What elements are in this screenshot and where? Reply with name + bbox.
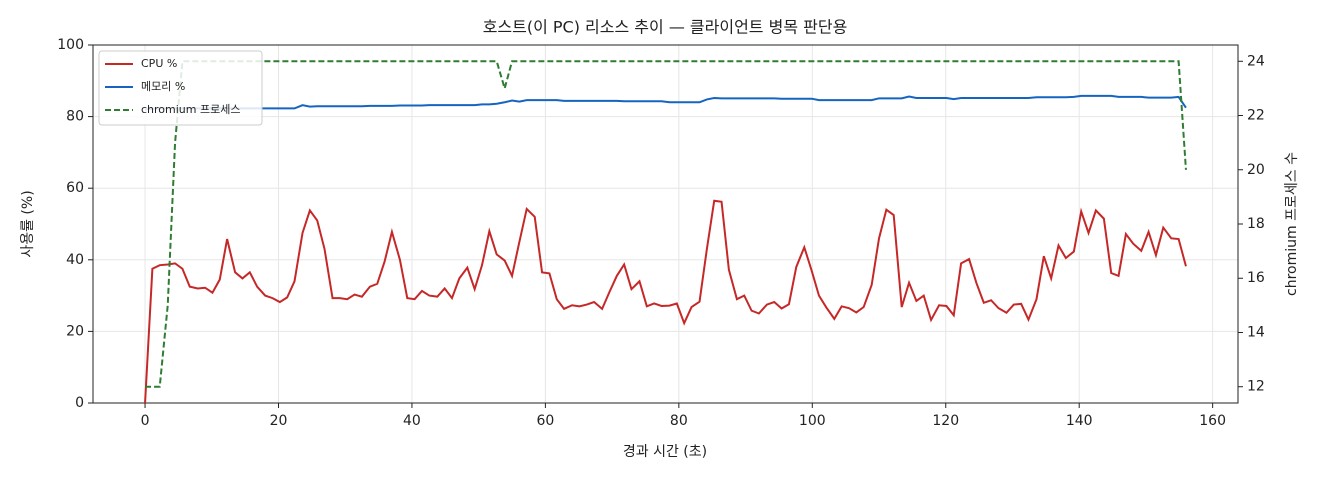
x-tick-label: 40: [403, 413, 421, 429]
data-line: [144, 94, 1187, 111]
y2-tick-label: 14: [1247, 324, 1265, 340]
y-tick-label: 60: [66, 180, 84, 196]
x-tick-label: 60: [536, 413, 554, 429]
y-tick-label: 40: [66, 252, 84, 268]
x-tick-label: 100: [799, 413, 826, 429]
y-tick-label: 80: [66, 109, 84, 125]
y-axis-label: 사용률 (%): [20, 190, 36, 257]
plot-frame: [92, 44, 1239, 404]
y2-tick-label: 18: [1247, 216, 1265, 232]
legend-text: 메모리 %: [141, 80, 185, 93]
legend-text: chromium 프로세스: [141, 103, 240, 116]
x-tick-label: 140: [1066, 413, 1093, 429]
y2-tick-label: 20: [1247, 162, 1265, 178]
y2-axis-label: chromium 프로세스 수: [1284, 152, 1300, 296]
chart-title: 호스트(이 PC) 리소스 추이 — 클라이언트 병목 판단용: [483, 18, 848, 37]
x-tick-label: 160: [1199, 413, 1226, 429]
legend-text: CPU %: [141, 57, 177, 70]
y-tick-label: 100: [57, 37, 84, 53]
y-tick-label: 0: [75, 395, 84, 411]
x-tick-label: 80: [670, 413, 688, 429]
y2-tick-label: 24: [1247, 53, 1265, 69]
y2-tick-label: 12: [1247, 379, 1265, 395]
data-line: [144, 199, 1187, 404]
y2-tick-label: 16: [1247, 270, 1265, 286]
x-tick-label: 0: [141, 413, 150, 429]
x-tick-label: 20: [270, 413, 288, 429]
y2-tick-label: 22: [1247, 108, 1265, 124]
legend: CPU % 메모리 % chromium 프로세스: [98, 50, 263, 126]
x-axis-label: 경과 시간 (초): [623, 444, 707, 460]
x-tick-label: 120: [932, 413, 959, 429]
data-line: [145, 60, 1187, 388]
legend-box: [98, 50, 263, 126]
y-tick-label: 20: [66, 323, 84, 339]
